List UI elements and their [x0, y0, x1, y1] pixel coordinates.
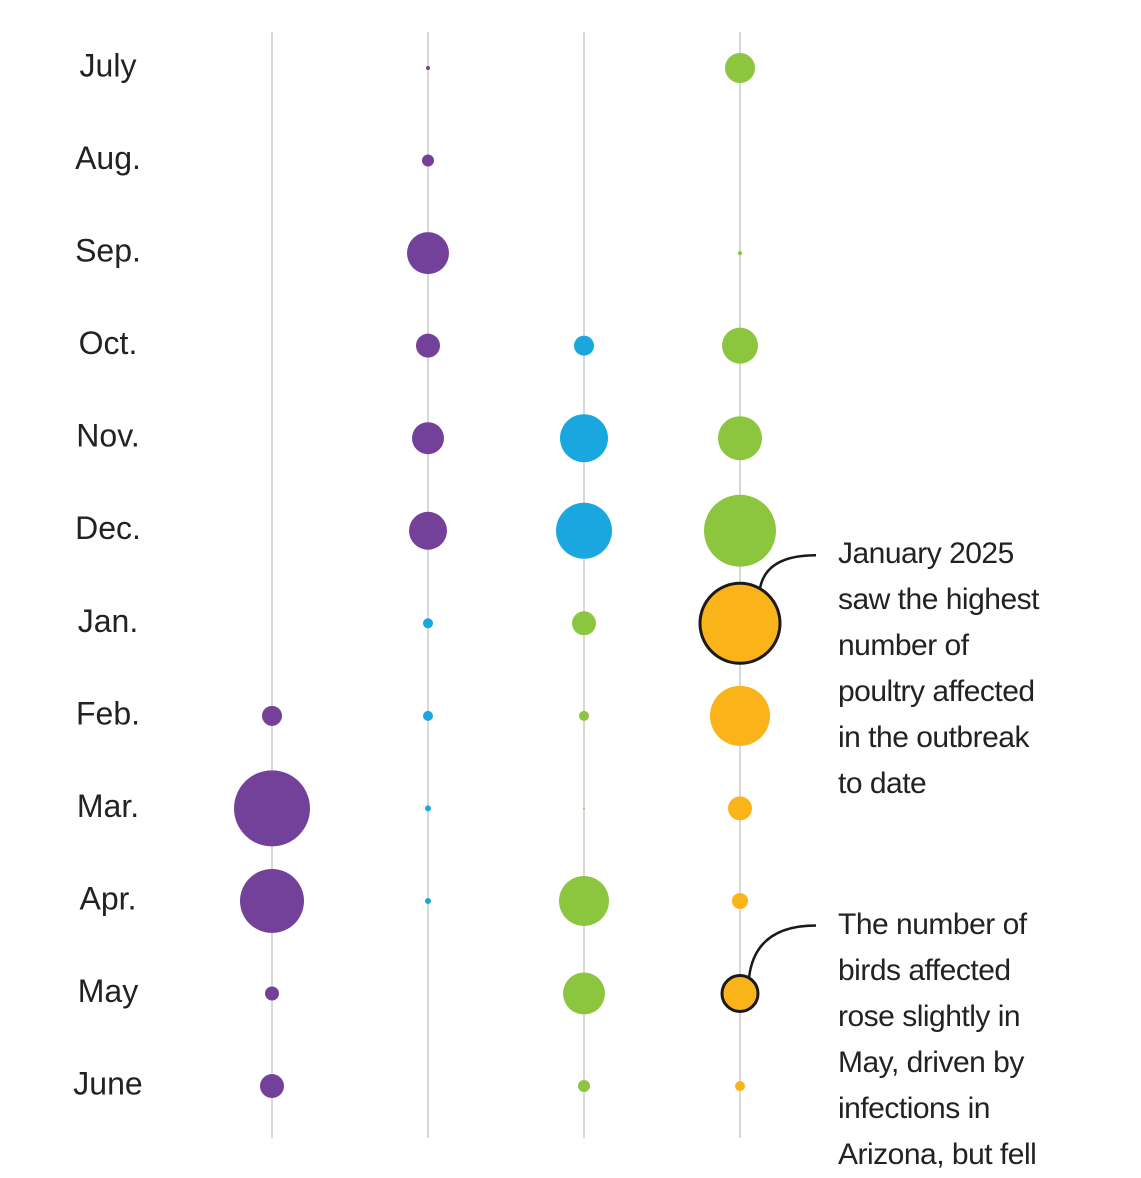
bubble: [265, 986, 279, 1001]
bubble: [234, 770, 310, 847]
annotation-line: in the outbreak: [838, 721, 1029, 755]
annotation-connector: [758, 554, 817, 589]
annotation: January 2025 saw the highest number of poul…: [838, 531, 1039, 807]
annotation: The number of birds affected rose slightly…: [838, 902, 1037, 1178]
bubble: [704, 494, 776, 567]
bubble: [583, 807, 585, 810]
row-label: Feb.: [76, 695, 140, 731]
annotation-connector: [747, 924, 817, 978]
bubble: [728, 796, 752, 821]
bubble: [262, 705, 282, 726]
bubble: [422, 154, 434, 167]
bubble: [722, 327, 758, 364]
annotation-line: birds affected: [838, 953, 1011, 987]
bubble: [579, 710, 589, 721]
bubble: [240, 868, 304, 933]
bubble: [718, 416, 762, 461]
row-label: June: [73, 1066, 142, 1102]
bubble: [563, 972, 605, 1015]
bubble: [407, 232, 449, 275]
bubble: [556, 502, 612, 559]
bubble: [572, 611, 596, 636]
annotation-line: rose slightly in: [838, 999, 1021, 1033]
bubble: [560, 414, 608, 463]
row-label: Dec.: [75, 510, 141, 546]
row-label: July: [80, 47, 137, 83]
bubble: [423, 618, 433, 629]
row-label: May: [78, 973, 138, 1009]
row-label: Sep.: [75, 233, 141, 269]
bubble: [416, 333, 440, 358]
annotation-line: May, driven by: [838, 1045, 1024, 1079]
bubble: [735, 1081, 745, 1092]
bubble: [425, 897, 431, 904]
bubble: [559, 875, 609, 926]
bubble: [409, 511, 447, 550]
bubble: [698, 581, 782, 665]
annotation-line: poultry affected: [838, 675, 1035, 709]
bubble: [426, 66, 430, 70]
row-label: Nov.: [76, 418, 139, 454]
row-label: Oct.: [79, 325, 138, 361]
bubble: [738, 251, 742, 256]
bubble: [732, 892, 748, 909]
bubble: [574, 335, 594, 356]
bubble: [412, 422, 444, 455]
bubble: [720, 974, 760, 1013]
annotation-line: Arizona, but fell: [838, 1137, 1037, 1171]
bubble: [725, 53, 755, 83]
row-label: Apr.: [80, 880, 137, 916]
bubble: [710, 685, 770, 746]
bubble: [423, 710, 433, 721]
row-label: Aug.: [75, 140, 141, 176]
bubble: [578, 1080, 590, 1093]
row-label: Mar.: [77, 788, 139, 824]
annotation-line: January 2025: [838, 537, 1014, 571]
annotation-line: saw the highest: [838, 583, 1039, 617]
annotation-line: The number of: [838, 907, 1027, 941]
annotation-line: number of: [838, 629, 969, 663]
bubble: [260, 1074, 284, 1099]
row-label: Jan.: [78, 603, 138, 639]
annotation-line: to date: [838, 767, 927, 801]
annotation-line: infections in: [838, 1091, 990, 1125]
bubble: [425, 805, 431, 812]
